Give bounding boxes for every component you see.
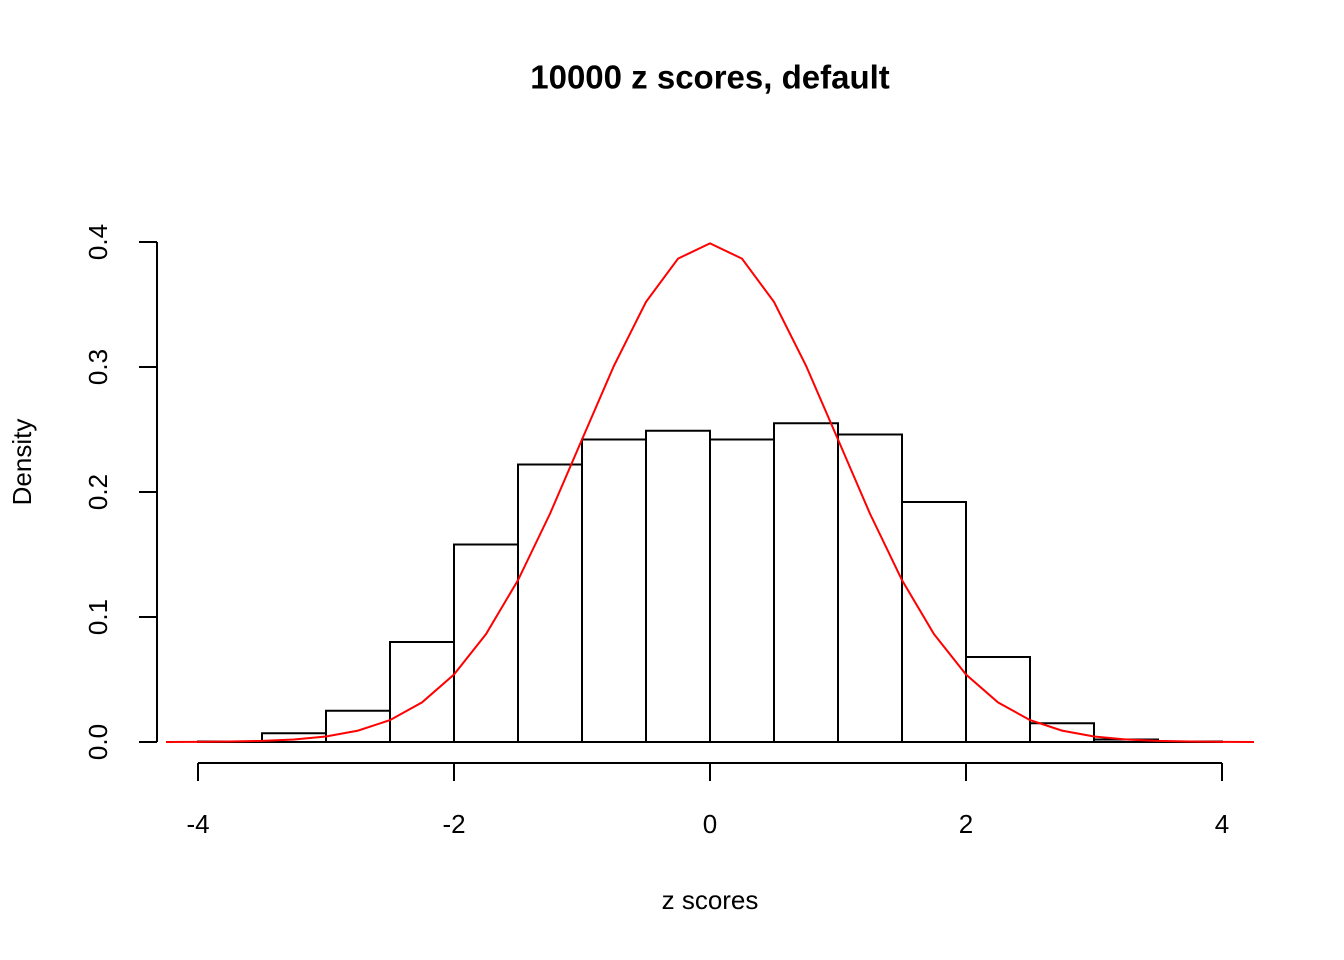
y-tick-label: 0.0 xyxy=(83,724,113,760)
x-axis-label: z scores xyxy=(662,885,759,915)
y-axis-label: Density xyxy=(7,419,37,506)
bar xyxy=(517,463,583,743)
chart-title: 10000 z scores, default xyxy=(530,59,890,96)
bar xyxy=(709,438,775,743)
x-tick-label: -4 xyxy=(186,809,209,839)
bar xyxy=(325,709,391,743)
y-tick-label: 0.2 xyxy=(83,474,113,510)
bar xyxy=(901,501,967,743)
bar xyxy=(581,438,647,743)
bar xyxy=(645,429,711,743)
y-tick-label: 0.1 xyxy=(83,599,113,635)
y-tick-label: 0.3 xyxy=(83,349,113,385)
bar xyxy=(773,422,839,743)
x-tick-label: -2 xyxy=(442,809,465,839)
bar xyxy=(389,641,455,743)
density-curve xyxy=(165,242,1255,743)
x-tick-label: 0 xyxy=(703,809,717,839)
bar xyxy=(965,656,1031,743)
x-tick-label: 2 xyxy=(959,809,973,839)
bar xyxy=(1029,722,1095,743)
bar xyxy=(453,543,519,743)
bar xyxy=(837,433,903,743)
y-tick-label: 0.4 xyxy=(83,224,113,260)
x-tick-label: 4 xyxy=(1215,809,1229,839)
